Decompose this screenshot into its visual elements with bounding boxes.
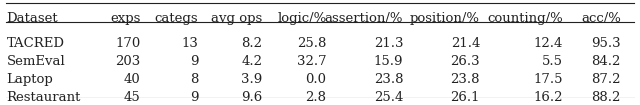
Text: 25.8: 25.8 <box>297 37 326 50</box>
Text: 32.7: 32.7 <box>297 55 326 68</box>
Text: 45: 45 <box>124 91 141 104</box>
Text: 16.2: 16.2 <box>534 91 563 104</box>
Text: categs: categs <box>155 12 198 25</box>
Text: 23.8: 23.8 <box>374 73 403 86</box>
Text: acc/%: acc/% <box>581 12 621 25</box>
Text: 84.2: 84.2 <box>591 55 621 68</box>
Text: 88.2: 88.2 <box>591 91 621 104</box>
Text: Laptop: Laptop <box>6 73 53 86</box>
Text: 9.6: 9.6 <box>241 91 262 104</box>
Text: 8.2: 8.2 <box>241 37 262 50</box>
Text: logic/%: logic/% <box>277 12 326 25</box>
Text: 40: 40 <box>124 73 141 86</box>
Text: 2.8: 2.8 <box>305 91 326 104</box>
Text: 21.3: 21.3 <box>374 37 403 50</box>
Text: 95.3: 95.3 <box>591 37 621 50</box>
Text: 26.1: 26.1 <box>451 91 480 104</box>
Text: 15.9: 15.9 <box>374 55 403 68</box>
Text: 0.0: 0.0 <box>305 73 326 86</box>
Text: 3.9: 3.9 <box>241 73 262 86</box>
Text: 4.2: 4.2 <box>241 55 262 68</box>
Text: 26.3: 26.3 <box>451 55 480 68</box>
Text: 87.2: 87.2 <box>591 73 621 86</box>
Text: SemEval: SemEval <box>6 55 65 68</box>
Text: 12.4: 12.4 <box>534 37 563 50</box>
Text: 25.4: 25.4 <box>374 91 403 104</box>
Text: avg ops: avg ops <box>211 12 262 25</box>
Text: 21.4: 21.4 <box>451 37 480 50</box>
Text: TACRED: TACRED <box>6 37 65 50</box>
Text: 23.8: 23.8 <box>451 73 480 86</box>
Text: exps: exps <box>111 12 141 25</box>
Text: Dataset: Dataset <box>6 12 58 25</box>
Text: counting/%: counting/% <box>488 12 563 25</box>
Text: 13: 13 <box>182 37 198 50</box>
Text: 9: 9 <box>190 55 198 68</box>
Text: position/%: position/% <box>410 12 480 25</box>
Text: 170: 170 <box>116 37 141 50</box>
Text: 5.5: 5.5 <box>542 55 563 68</box>
Text: 203: 203 <box>116 55 141 68</box>
Text: 17.5: 17.5 <box>534 73 563 86</box>
Text: 9: 9 <box>190 91 198 104</box>
Text: 8: 8 <box>190 73 198 86</box>
Text: Restaurant: Restaurant <box>6 91 81 104</box>
Text: assertion/%: assertion/% <box>324 12 403 25</box>
